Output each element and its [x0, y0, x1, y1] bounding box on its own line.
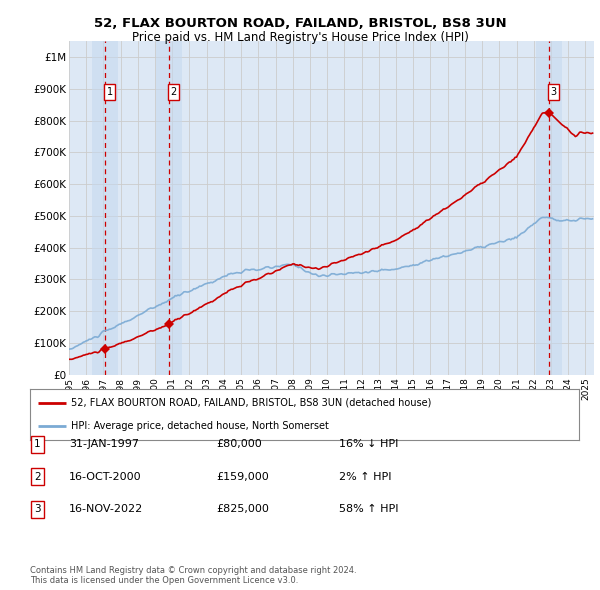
Text: 1: 1	[107, 87, 113, 97]
Text: 58% ↑ HPI: 58% ↑ HPI	[339, 504, 398, 514]
Text: 52, FLAX BOURTON ROAD, FAILAND, BRISTOL, BS8 3UN: 52, FLAX BOURTON ROAD, FAILAND, BRISTOL,…	[94, 17, 506, 30]
Text: 2% ↑ HPI: 2% ↑ HPI	[339, 472, 391, 481]
Text: 2: 2	[34, 472, 41, 481]
Text: Price paid vs. HM Land Registry's House Price Index (HPI): Price paid vs. HM Land Registry's House …	[131, 31, 469, 44]
Text: 16% ↓ HPI: 16% ↓ HPI	[339, 440, 398, 449]
Text: HPI: Average price, detached house, North Somerset: HPI: Average price, detached house, Nort…	[71, 421, 329, 431]
Text: 3: 3	[551, 87, 557, 97]
Text: 52, FLAX BOURTON ROAD, FAILAND, BRISTOL, BS8 3UN (detached house): 52, FLAX BOURTON ROAD, FAILAND, BRISTOL,…	[71, 398, 431, 408]
Bar	[156, 41, 182, 375]
Text: Contains HM Land Registry data © Crown copyright and database right 2024.: Contains HM Land Registry data © Crown c…	[30, 566, 356, 575]
Text: £825,000: £825,000	[216, 504, 269, 514]
Bar	[536, 41, 562, 375]
Text: This data is licensed under the Open Government Licence v3.0.: This data is licensed under the Open Gov…	[30, 576, 298, 585]
Text: 16-OCT-2000: 16-OCT-2000	[69, 472, 142, 481]
Text: 16-NOV-2022: 16-NOV-2022	[69, 504, 143, 514]
Text: 3: 3	[34, 504, 41, 514]
Text: £159,000: £159,000	[216, 472, 269, 481]
Text: 2: 2	[170, 87, 176, 97]
Text: £80,000: £80,000	[216, 440, 262, 449]
Text: 1: 1	[34, 440, 41, 449]
Text: 31-JAN-1997: 31-JAN-1997	[69, 440, 139, 449]
Bar	[92, 41, 118, 375]
